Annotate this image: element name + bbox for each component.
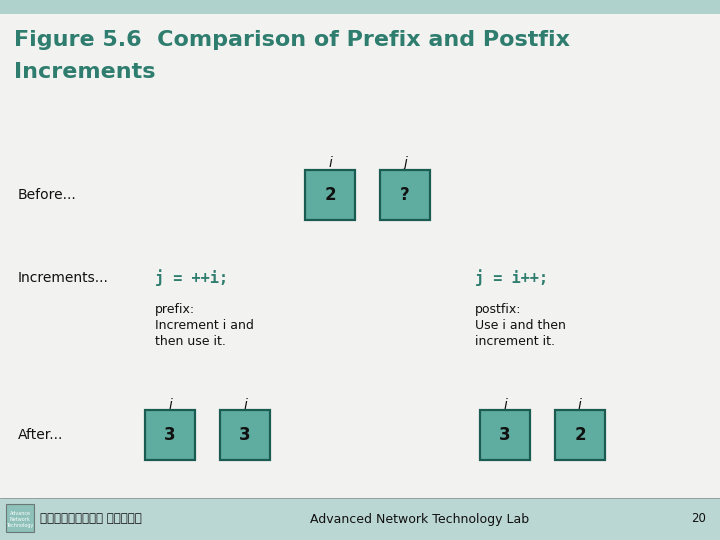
Text: i: i xyxy=(168,398,172,412)
Text: Increments...: Increments... xyxy=(18,271,109,285)
Text: increment it.: increment it. xyxy=(475,335,555,348)
FancyBboxPatch shape xyxy=(0,498,720,540)
Text: prefix:: prefix: xyxy=(155,303,195,316)
Text: 中正大學通訊工程系 潘仁義老師: 中正大學通訊工程系 潘仁義老師 xyxy=(40,512,142,525)
FancyBboxPatch shape xyxy=(555,410,605,460)
Text: Advanced Network Technology Lab: Advanced Network Technology Lab xyxy=(310,512,529,525)
FancyBboxPatch shape xyxy=(480,410,530,460)
Text: Before...: Before... xyxy=(18,188,77,202)
Text: postfix:: postfix: xyxy=(475,303,521,316)
Text: j: j xyxy=(243,398,247,412)
Text: j: j xyxy=(578,398,582,412)
Text: 2: 2 xyxy=(324,186,336,204)
Text: Increments: Increments xyxy=(14,62,156,82)
Text: then use it.: then use it. xyxy=(155,335,226,348)
Text: ?: ? xyxy=(400,186,410,204)
Text: 3: 3 xyxy=(164,426,176,444)
Text: j = ++i;: j = ++i; xyxy=(155,269,228,286)
Text: After...: After... xyxy=(18,428,63,442)
FancyBboxPatch shape xyxy=(145,410,195,460)
Text: 3: 3 xyxy=(239,426,251,444)
Text: Figure 5.6  Comparison of Prefix and Postfix: Figure 5.6 Comparison of Prefix and Post… xyxy=(14,30,570,50)
Text: Use i and then: Use i and then xyxy=(475,319,566,332)
Text: Increment i and: Increment i and xyxy=(155,319,254,332)
Text: 2: 2 xyxy=(574,426,586,444)
Text: i: i xyxy=(328,156,332,170)
Text: 3: 3 xyxy=(499,426,510,444)
Text: 20: 20 xyxy=(691,512,706,525)
Text: i: i xyxy=(503,398,507,412)
Text: j = i++;: j = i++; xyxy=(475,269,548,286)
FancyBboxPatch shape xyxy=(6,504,34,532)
FancyBboxPatch shape xyxy=(220,410,270,460)
Text: j: j xyxy=(403,156,407,170)
FancyBboxPatch shape xyxy=(0,0,720,14)
FancyBboxPatch shape xyxy=(305,170,355,220)
FancyBboxPatch shape xyxy=(380,170,430,220)
Text: Advance
Network
Technology: Advance Network Technology xyxy=(6,511,34,528)
